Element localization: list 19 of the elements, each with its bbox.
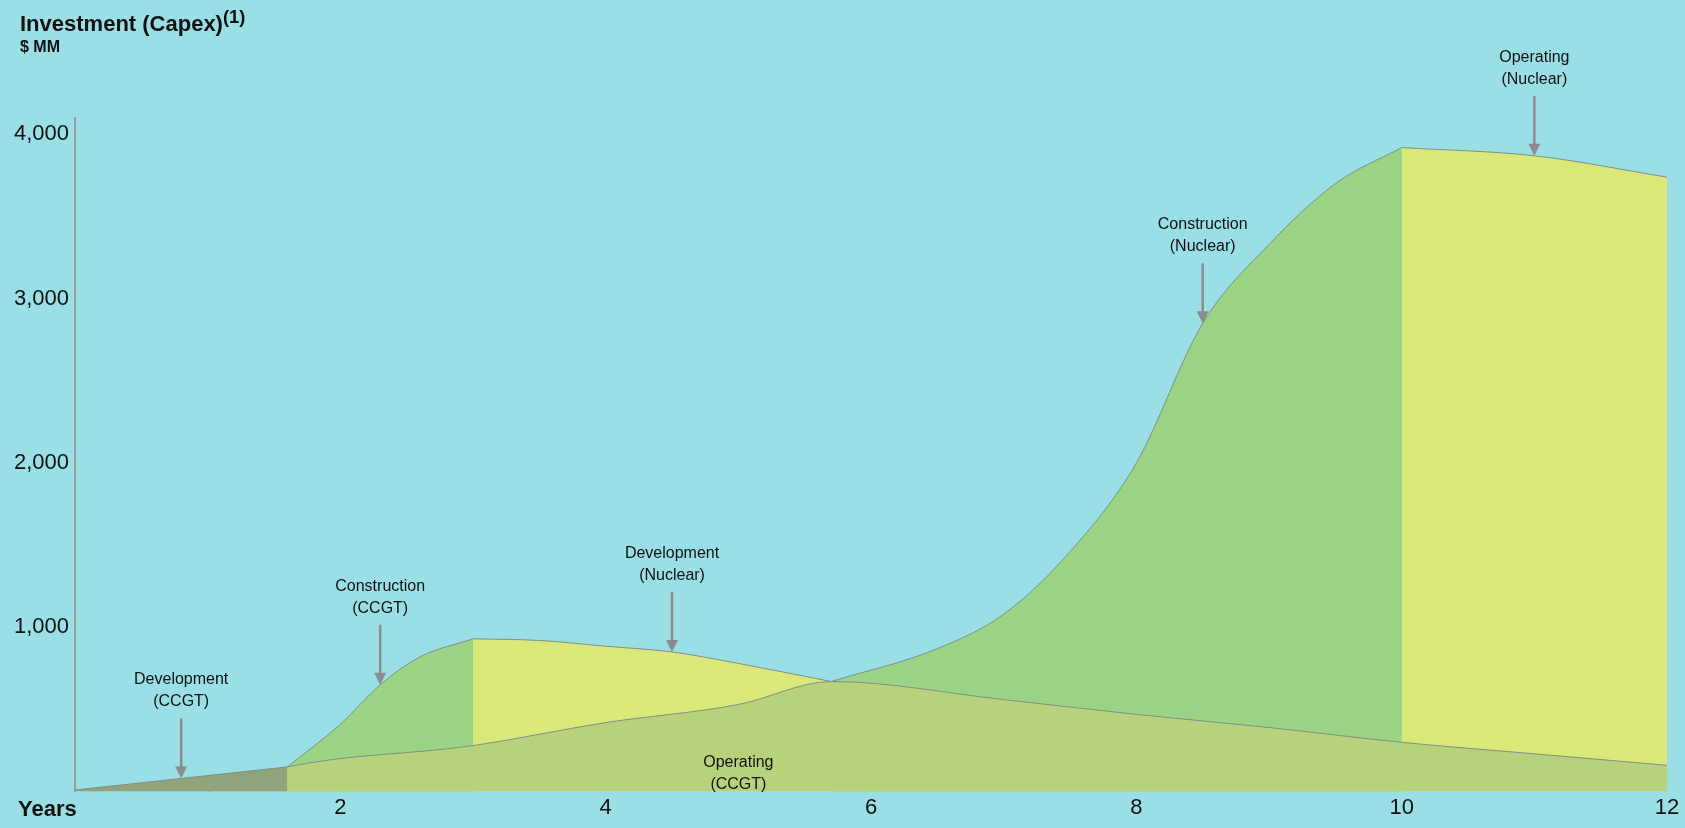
chart-title: Investment (Capex)$^{(1)}$	[20, 6, 246, 38]
annotation: Construction (Nuclear)	[1157, 215, 1248, 255]
x-axis-title: Years	[18, 795, 77, 821]
annotation: Development (CCGT)	[134, 670, 229, 710]
annotation: Operating (CCGT)	[703, 752, 774, 792]
x-tick-label: 12	[1654, 793, 1680, 819]
y-tick-label: 3,000	[13, 284, 70, 310]
annotation: Construction (CCGT)	[335, 576, 426, 616]
y-tick-label: 4,000	[13, 120, 70, 146]
x-tick-label: 6	[864, 793, 878, 819]
x-tick-label: 4	[599, 793, 612, 819]
y-tick-label: 1,000	[13, 613, 70, 639]
annotation: Development (Nuclear)	[624, 543, 720, 583]
annotation: Operating (Nuclear)	[1499, 47, 1570, 87]
x-tick-label: 8	[1130, 793, 1143, 819]
x-tick-label: 2	[334, 793, 347, 819]
x-tick-label: 10	[1389, 793, 1414, 819]
chart-subtitle: $ MM	[20, 38, 60, 56]
y-tick-label: 2,000	[13, 449, 70, 475]
